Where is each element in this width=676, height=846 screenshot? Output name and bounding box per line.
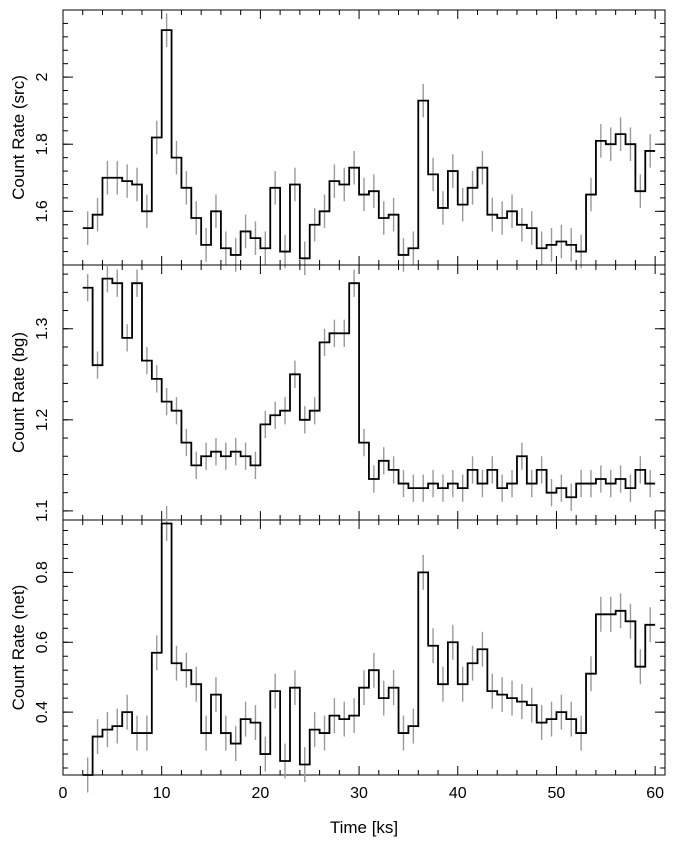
y-tick-label: 1.2 (34, 409, 51, 431)
bg-count-rate-panel: 1.1 1.2 1.3 Count Rate (bg) (9, 264, 666, 522)
x-axis-label: Time [ks] (330, 818, 398, 837)
y-tick-label: 1.3 (34, 318, 51, 340)
net-plot-frame (62, 519, 666, 776)
y-tick-label: 1.6 (34, 200, 51, 222)
x-tick-label: 60 (646, 785, 664, 802)
x-tick-label: 40 (449, 785, 467, 802)
y-tick-label: 1.8 (34, 133, 51, 155)
net-step-series (82, 522, 656, 776)
bg-step-series (82, 277, 656, 499)
net-count-rate-panel: 0.4 0.6 0.8 Count Rate (net) 0 10 20 30 40 50 60 (9, 506, 666, 802)
y-axis-label: Count Rate (src) (9, 75, 28, 200)
bg-plot-frame (62, 264, 666, 521)
y-axis-label: Count Rate (net) (9, 585, 28, 711)
x-tick-label: 10 (153, 785, 171, 802)
x-tick-label: 0 (59, 785, 68, 802)
src-count-rate-panel: 1.6 1.8 2 Count Rate (src) (9, 9, 666, 276)
y-tick-label: 0.4 (34, 701, 51, 723)
src-step-series (82, 29, 656, 260)
y-tick-label: 1.1 (34, 500, 51, 522)
x-tick-label: 50 (548, 785, 566, 802)
x-tick-label: 30 (350, 785, 368, 802)
x-tick-label: 20 (251, 785, 269, 802)
y-tick-label: 0.6 (34, 631, 51, 653)
y-axis-label: Count Rate (bg) (9, 332, 28, 453)
y-tick-label: 2 (34, 73, 51, 82)
y-tick-label: 0.8 (34, 561, 51, 583)
